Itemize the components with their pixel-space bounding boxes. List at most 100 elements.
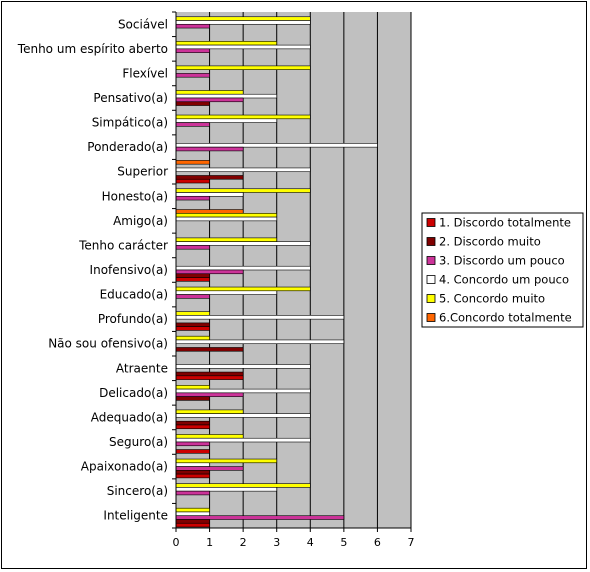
bar [175, 195, 210, 201]
bar [175, 449, 210, 454]
legend-swatch [426, 237, 436, 246]
bar [175, 315, 345, 320]
legend-entry: 4. Concordo um pouco [439, 273, 569, 287]
category-label: Flexível [122, 66, 168, 80]
bar [175, 441, 210, 447]
x-tick-label: 3 [273, 536, 280, 549]
bar [175, 241, 311, 246]
bar [175, 44, 311, 50]
legend-entry: 2. Discordo muito [439, 235, 541, 249]
x-tick-label: 6 [374, 536, 381, 549]
bar [175, 101, 210, 106]
category-label: Ponderado(a) [87, 140, 168, 154]
category-label: Seguro(a) [109, 435, 168, 449]
x-tick-label: 2 [240, 536, 247, 549]
bar [175, 97, 244, 103]
legend-box [421, 212, 584, 328]
category-label: Não sou ofensivo(a) [48, 337, 168, 351]
bar [175, 466, 244, 471]
bar [175, 507, 210, 513]
category-label: Amigo(a) [113, 214, 168, 228]
bar [175, 16, 311, 21]
category-label: Inteligente [103, 509, 168, 523]
bar [175, 245, 210, 250]
bar [175, 434, 244, 439]
bar [175, 409, 244, 414]
bar [175, 65, 311, 70]
bar [175, 388, 311, 394]
legend-entry: 3. Discordo um pouco [439, 254, 565, 268]
bar [175, 458, 278, 464]
bar [175, 413, 311, 418]
legend-swatch [426, 313, 436, 322]
bar [175, 213, 278, 218]
bar [175, 326, 210, 331]
bar [175, 483, 311, 488]
bar [175, 339, 345, 345]
category-label: Inofensivo(a) [90, 263, 168, 277]
category-label: Superior [117, 165, 168, 179]
bar [175, 277, 210, 282]
bar [175, 216, 278, 222]
axes: Sociável Tenho um espírito aberto Flexível… [17, 11, 415, 549]
bar [175, 93, 278, 99]
bar [175, 487, 278, 492]
category-label: Profundo(a) [98, 312, 168, 326]
legend-entry: 1. Discordo totalmente [439, 216, 571, 230]
bar [175, 273, 210, 278]
bar [175, 286, 311, 292]
bar [175, 462, 210, 467]
bar [175, 20, 311, 25]
bar [175, 23, 210, 29]
bar [175, 41, 278, 46]
bar [175, 371, 244, 377]
legend-swatch [426, 294, 436, 303]
bar [175, 424, 210, 430]
bar [175, 290, 278, 295]
bar [175, 122, 210, 127]
bar [175, 311, 210, 316]
bar [175, 167, 311, 173]
category-label: Tenho um espírito aberto [17, 42, 168, 56]
bar [175, 118, 278, 123]
bar [175, 73, 210, 78]
bar [175, 364, 311, 369]
bar [175, 237, 278, 242]
bar [175, 437, 311, 443]
category-label: Tenho carácter [78, 238, 168, 252]
bar [175, 385, 210, 390]
bar [175, 322, 210, 327]
bar [175, 90, 244, 95]
legend-swatch [426, 218, 436, 227]
bar [175, 160, 210, 165]
legend: 1. Discordo totalmente 2. Discordo muito 3… [421, 212, 584, 328]
bar [175, 519, 210, 524]
legend-entry: 6.Concordo totalmente [439, 311, 572, 325]
category-label: Pensativo(a) [93, 91, 168, 105]
category-label: Educado(a) [100, 288, 168, 302]
bar [175, 188, 311, 193]
category-label: Sincero(a) [107, 484, 168, 498]
bar [175, 347, 244, 352]
bar [175, 114, 311, 120]
bar [175, 269, 244, 275]
category-label: Sociável [118, 17, 168, 31]
bar [175, 175, 244, 180]
bar [175, 473, 210, 479]
bar [175, 522, 210, 528]
category-label: Apaixonado(a) [81, 460, 168, 474]
bar [175, 392, 244, 397]
x-tick-label: 0 [173, 536, 180, 549]
bar [175, 490, 210, 496]
bar [175, 143, 378, 148]
bar [175, 192, 244, 197]
bar [175, 48, 210, 53]
bar [175, 209, 244, 214]
bar [175, 396, 210, 401]
category-label: Atraente [116, 361, 168, 375]
x-tick-label: 7 [408, 536, 415, 549]
bar [175, 511, 210, 517]
category-label: Adequado(a) [91, 410, 168, 424]
x-tick-label: 4 [307, 536, 314, 549]
